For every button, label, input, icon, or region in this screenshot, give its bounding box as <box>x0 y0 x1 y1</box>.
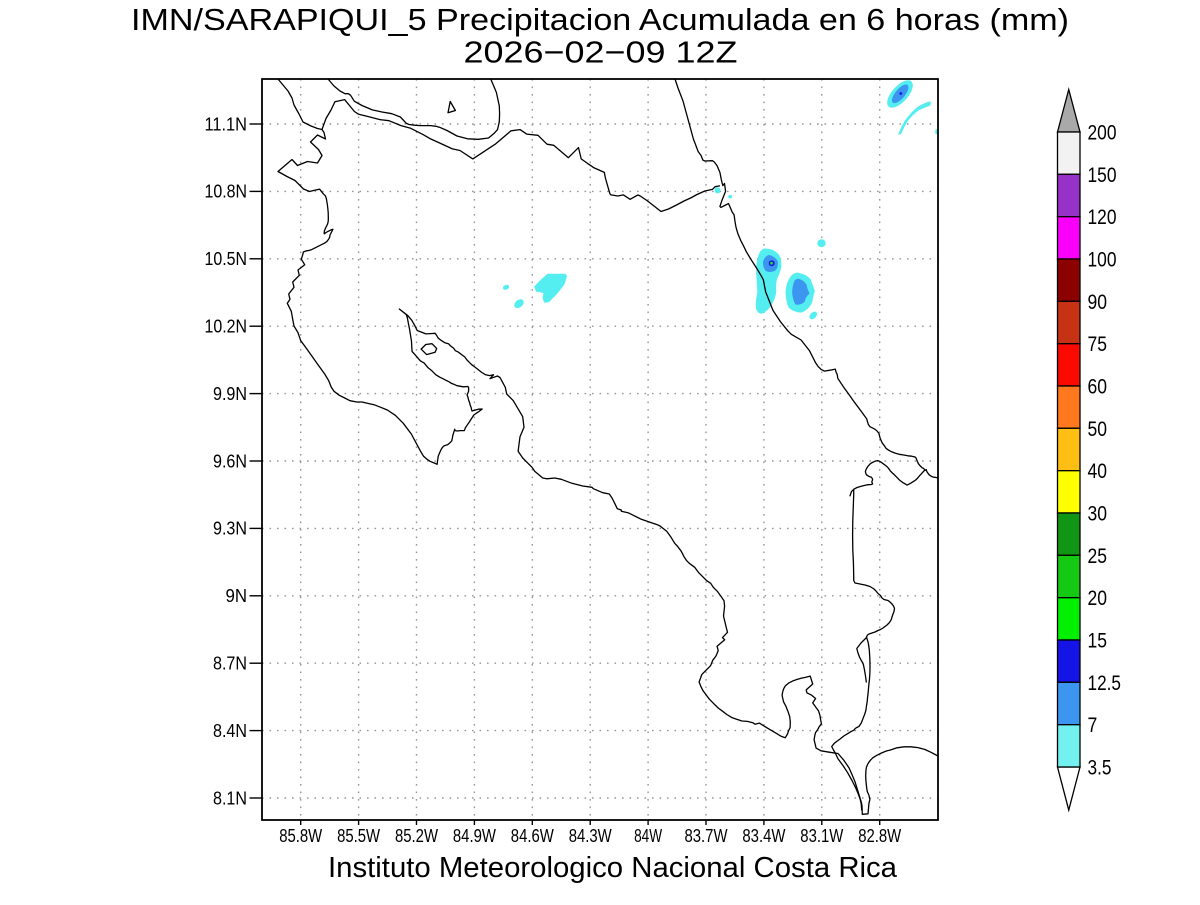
svg-text:9N: 9N <box>226 586 248 606</box>
svg-text:83.7W: 83.7W <box>685 826 728 846</box>
svg-text:9.9N: 9.9N <box>213 384 247 404</box>
svg-text:83.1W: 83.1W <box>800 826 843 846</box>
svg-text:IMN/SARAPIQUI_5 Precipitacion: IMN/SARAPIQUI_5 Precipitacion Acumulada … <box>131 3 1069 37</box>
svg-text:10.8N: 10.8N <box>205 182 248 202</box>
svg-text:90: 90 <box>1088 291 1108 314</box>
svg-text:84.3W: 84.3W <box>569 826 612 846</box>
svg-text:50: 50 <box>1088 418 1108 441</box>
svg-text:8.4N: 8.4N <box>213 721 247 741</box>
svg-text:85.8W: 85.8W <box>279 826 322 846</box>
svg-text:84.9W: 84.9W <box>453 826 496 846</box>
svg-text:20: 20 <box>1088 587 1108 610</box>
svg-text:60: 60 <box>1088 376 1108 399</box>
svg-text:15: 15 <box>1088 630 1108 653</box>
svg-text:10.2N: 10.2N <box>205 317 248 337</box>
svg-text:82.8W: 82.8W <box>858 826 901 846</box>
svg-text:150: 150 <box>1088 164 1117 187</box>
svg-text:84W: 84W <box>634 826 662 846</box>
svg-text:40: 40 <box>1088 460 1108 483</box>
svg-text:100: 100 <box>1088 249 1117 272</box>
svg-text:85.2W: 85.2W <box>395 826 438 846</box>
svg-text:30: 30 <box>1088 503 1108 526</box>
svg-text:83.4W: 83.4W <box>742 826 785 846</box>
svg-text:3.5: 3.5 <box>1088 757 1112 780</box>
svg-text:200: 200 <box>1088 122 1117 145</box>
svg-text:10.5N: 10.5N <box>205 249 248 269</box>
svg-text:8.1N: 8.1N <box>213 788 247 808</box>
svg-text:9.6N: 9.6N <box>213 451 247 471</box>
svg-text:75: 75 <box>1088 333 1108 356</box>
svg-text:Instituto Meteorologico Nacion: Instituto Meteorologico Nacional Costa R… <box>328 852 898 884</box>
svg-text:11.1N: 11.1N <box>205 114 248 134</box>
svg-text:9.3N: 9.3N <box>213 519 247 539</box>
svg-text:85.5W: 85.5W <box>337 826 380 846</box>
svg-text:120: 120 <box>1088 206 1117 229</box>
svg-text:2026−02−09 12Z: 2026−02−09 12Z <box>464 35 738 69</box>
svg-text:84.6W: 84.6W <box>511 826 554 846</box>
svg-text:7: 7 <box>1088 714 1098 737</box>
svg-text:8.7N: 8.7N <box>213 654 247 674</box>
svg-text:25: 25 <box>1088 545 1108 568</box>
svg-text:12.5: 12.5 <box>1088 672 1122 695</box>
